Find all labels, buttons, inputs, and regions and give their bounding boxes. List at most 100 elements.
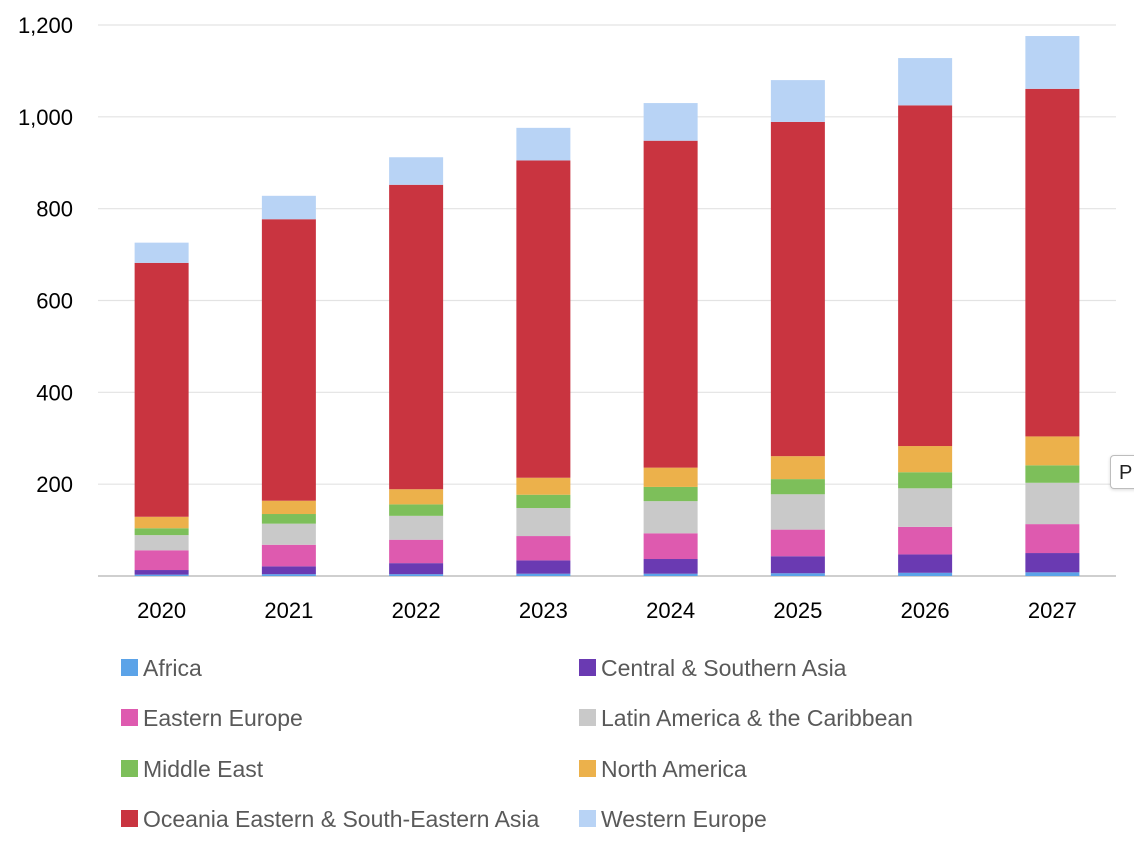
bar-segment-western-europe-2021 (261, 195, 316, 220)
bar-segment-eastern-europe-2021 (261, 544, 316, 567)
bar-segment-latin-america-the-caribbean-2025 (770, 494, 825, 530)
bar-segment-central-southern-asia-2023 (516, 560, 571, 574)
bar-segment-middle-east-2022 (389, 504, 444, 516)
bar-segment-north-america-2021 (261, 500, 316, 515)
bar-segment-latin-america-the-caribbean-2021 (261, 523, 316, 545)
bars (134, 36, 1080, 576)
bar-segment-africa-2024 (643, 573, 698, 576)
bar-segment-oceania-eastern-south-eastern-asia-2027 (1025, 88, 1080, 437)
bar-segment-north-america-2025 (770, 456, 825, 480)
y-tick-label: 200 (36, 472, 73, 497)
bar-segment-eastern-europe-2024 (643, 533, 698, 560)
x-tick-label: 2025 (773, 598, 822, 623)
bar-segment-middle-east-2021 (261, 514, 316, 524)
bar-segment-middle-east-2024 (643, 486, 698, 502)
bar-segment-africa-2021 (261, 574, 316, 576)
legend-swatch (579, 810, 596, 827)
y-tick-label: 600 (36, 289, 73, 314)
legend-item-western-europe: Western Europe (579, 806, 767, 832)
x-tick-label: 2024 (646, 598, 695, 623)
legend-label: Oceania Eastern & South-Eastern Asia (143, 806, 540, 832)
x-tick-label: 2020 (137, 598, 186, 623)
bar-segment-western-europe-2024 (643, 103, 698, 141)
legend-swatch (121, 810, 138, 827)
bar-segment-eastern-europe-2023 (516, 536, 571, 561)
y-axis-tick-labels: 200 400 600 800 1,000 1,200 (18, 13, 73, 497)
bar-segment-western-europe-2027 (1025, 36, 1080, 89)
bar-segment-latin-america-the-caribbean-2026 (898, 488, 953, 527)
bar-segment-latin-america-the-caribbean-2020 (134, 535, 189, 551)
x-tick-label: 2023 (519, 598, 568, 623)
bar-segment-middle-east-2020 (134, 528, 189, 536)
legend-item-central-southern-asia: Central & Southern Asia (579, 655, 847, 681)
side-panel-tab[interactable]: P (1110, 455, 1134, 489)
bar-segment-north-america-2027 (1025, 436, 1080, 466)
bar-segment-oceania-eastern-south-eastern-asia-2026 (898, 105, 953, 447)
y-tick-label: 1,200 (18, 13, 73, 38)
legend-swatch (121, 659, 138, 676)
bar-segment-western-europe-2022 (389, 157, 444, 185)
bar-segment-eastern-europe-2020 (134, 550, 189, 571)
bar-segment-central-southern-asia-2026 (898, 554, 953, 573)
legend-swatch (579, 659, 596, 676)
legend-item-oceania-eastern-south-eastern-asia: Oceania Eastern & South-Eastern Asia (121, 806, 540, 832)
y-tick-label: 400 (36, 380, 73, 405)
bar-segment-western-europe-2023 (516, 127, 571, 161)
bar-segment-central-southern-asia-2021 (261, 566, 316, 575)
bar-segment-central-southern-asia-2025 (770, 556, 825, 574)
bar-segment-middle-east-2026 (898, 472, 953, 489)
bar-segment-latin-america-the-caribbean-2024 (643, 501, 698, 534)
y-tick-label: 1,000 (18, 105, 73, 130)
bar-segment-oceania-eastern-south-eastern-asia-2023 (516, 160, 571, 478)
legend-item-north-america: North America (579, 756, 747, 782)
x-tick-label: 2021 (264, 598, 313, 623)
bar-segment-eastern-europe-2022 (389, 539, 444, 564)
bar-segment-eastern-europe-2025 (770, 529, 825, 557)
bar-segment-africa-2022 (389, 574, 444, 576)
bar-segment-latin-america-the-caribbean-2022 (389, 515, 444, 540)
bar-segment-oceania-eastern-south-eastern-asia-2025 (770, 121, 825, 457)
bar-segment-north-america-2023 (516, 477, 571, 495)
bar-segment-latin-america-the-caribbean-2027 (1025, 482, 1080, 525)
bar-segment-oceania-eastern-south-eastern-asia-2024 (643, 140, 698, 468)
legend-label: Eastern Europe (143, 705, 303, 731)
bar-segment-oceania-eastern-south-eastern-asia-2020 (134, 262, 189, 517)
bar-segment-africa-2026 (898, 572, 953, 576)
bar-segment-north-america-2024 (643, 467, 698, 487)
bar-segment-middle-east-2027 (1025, 465, 1080, 483)
bar-segment-africa-2020 (134, 574, 189, 576)
legend-label: Latin America & the Caribbean (601, 705, 913, 731)
legend-item-latin-america-the-caribbean: Latin America & the Caribbean (579, 705, 913, 731)
bar-segment-central-southern-asia-2027 (1025, 553, 1080, 573)
bar-segment-africa-2025 (770, 573, 825, 576)
bar-segment-eastern-europe-2026 (898, 526, 953, 555)
legend-label: North America (601, 756, 747, 782)
legend-label: Central & Southern Asia (601, 655, 847, 681)
legend-item-africa: Africa (121, 655, 202, 681)
legend-label: Africa (143, 655, 202, 681)
x-axis-tick-labels: 2020 2021 2022 2023 2024 2025 2026 2027 (137, 598, 1077, 623)
bar-segment-latin-america-the-caribbean-2023 (516, 508, 571, 537)
bar-segment-africa-2027 (1025, 572, 1080, 576)
bar-segment-north-america-2020 (134, 516, 189, 529)
x-tick-label: 2027 (1028, 598, 1077, 623)
legend-label: Middle East (143, 756, 264, 782)
bar-segment-oceania-eastern-south-eastern-asia-2021 (261, 219, 316, 501)
bar-segment-north-america-2022 (389, 489, 444, 505)
legend-item-eastern-europe: Eastern Europe (121, 705, 303, 731)
x-tick-label: 2022 (392, 598, 441, 623)
bar-segment-north-america-2026 (898, 446, 953, 473)
bar-segment-middle-east-2023 (516, 494, 571, 509)
bar-segment-eastern-europe-2027 (1025, 524, 1080, 554)
x-tick-label: 2026 (901, 598, 950, 623)
legend-swatch (579, 760, 596, 777)
bar-segment-central-southern-asia-2024 (643, 559, 698, 574)
y-tick-label: 800 (36, 197, 73, 222)
gridlines (98, 24, 1116, 577)
legend: Africa Central & Southern Asia Eastern Eur… (121, 655, 913, 832)
legend-swatch (121, 760, 138, 777)
legend-swatch (121, 709, 138, 726)
bar-segment-middle-east-2025 (770, 479, 825, 495)
bar-segment-western-europe-2020 (134, 242, 189, 263)
